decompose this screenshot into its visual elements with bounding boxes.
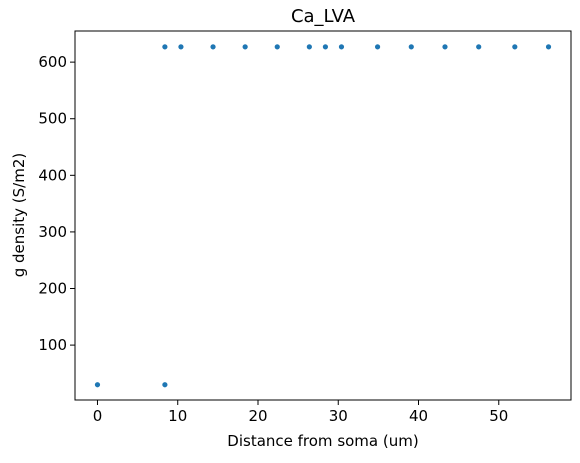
data-point-0-6 [274,44,280,50]
data-point-0-15 [545,44,552,50]
data-point-0-1 [162,382,168,388]
x-tick-label-4: 40 [409,407,428,425]
chart-title: Ca_LVA [291,6,356,27]
scatter-points [94,44,552,388]
x-tick-label-3: 30 [329,407,348,425]
y-tick-label-5: 600 [38,53,67,71]
data-point-0-2 [162,44,168,50]
data-point-0-9 [338,44,345,50]
data-point-0-8 [322,44,329,50]
x-axis-label: Distance from soma (um) [227,432,418,450]
y-tick-label-2: 300 [38,223,67,241]
x-axis: 0 10 20 30 40 50 [93,400,508,425]
x-tick-label-1: 10 [168,407,187,425]
data-point-0-11 [408,44,414,50]
y-axis: 100 200 300 400 500 600 [38,53,75,354]
y-tick-label-3: 400 [38,166,67,184]
x-tick-label-2: 20 [248,407,267,425]
data-point-0-13 [476,44,482,50]
y-axis-label: g density (S/m2) [10,153,28,278]
y-tick-label-4: 500 [38,110,67,128]
data-point-0-4 [210,44,216,50]
data-point-0-14 [512,44,518,50]
data-point-0-10 [374,44,381,50]
data-point-0-7 [306,44,312,50]
data-point-0-3 [178,44,184,50]
data-point-0-5 [242,44,248,50]
x-tick-label-0: 0 [93,407,103,425]
x-tick-label-5: 50 [489,407,508,425]
data-point-0-12 [442,44,448,50]
y-tick-label-1: 200 [38,280,67,298]
plot-frame [74,30,572,401]
y-tick-label-0: 100 [38,336,67,354]
data-point-0-0 [94,382,101,388]
